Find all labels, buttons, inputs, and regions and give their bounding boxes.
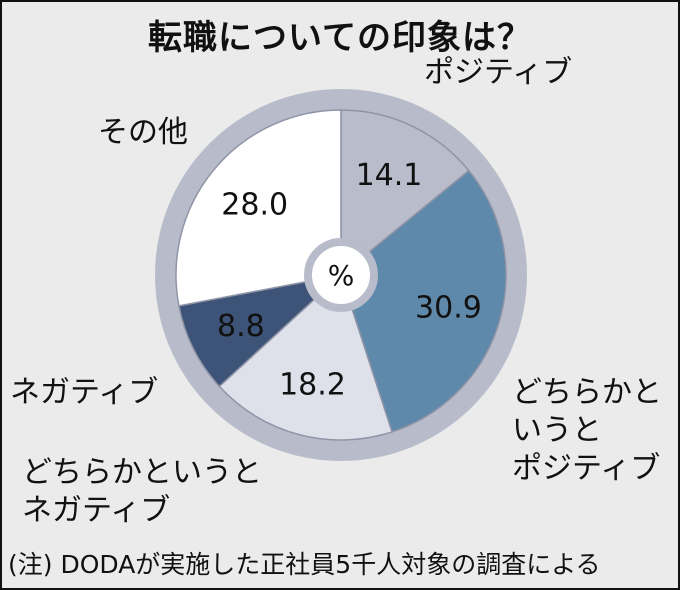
category-label-somewhat-positive: どちらかと いうと ポジティブ: [512, 375, 662, 486]
value-label-positive: 14.1: [356, 158, 423, 193]
footnote: (注) DODAが実施した正社員5千人対象の調査による: [8, 550, 601, 579]
category-label-other: その他: [98, 115, 188, 150]
value-label-negative: 8.8: [217, 309, 265, 344]
pie-slice-somewhat-positive: [340, 169, 507, 433]
pie-slice-other: [175, 109, 342, 307]
category-label-somewhat-negative: どちらかというと ネガティブ: [22, 455, 262, 528]
value-label-somewhat-positive: 30.9: [415, 291, 482, 326]
category-label-negative: ネガティブ: [10, 375, 159, 410]
value-label-somewhat-negative: 18.2: [279, 367, 346, 402]
value-label-other: 28.0: [221, 188, 288, 223]
chart-title: 転職についての印象は？: [148, 18, 532, 58]
pie-center-hole: [304, 238, 378, 312]
pie-center-label: %: [328, 259, 355, 292]
pie-slice-positive: [340, 109, 470, 277]
pie-slice-somewhat-negative: [218, 273, 393, 441]
category-label-positive: ポジティブ: [424, 55, 573, 90]
pie-slice-negative: [178, 273, 344, 388]
